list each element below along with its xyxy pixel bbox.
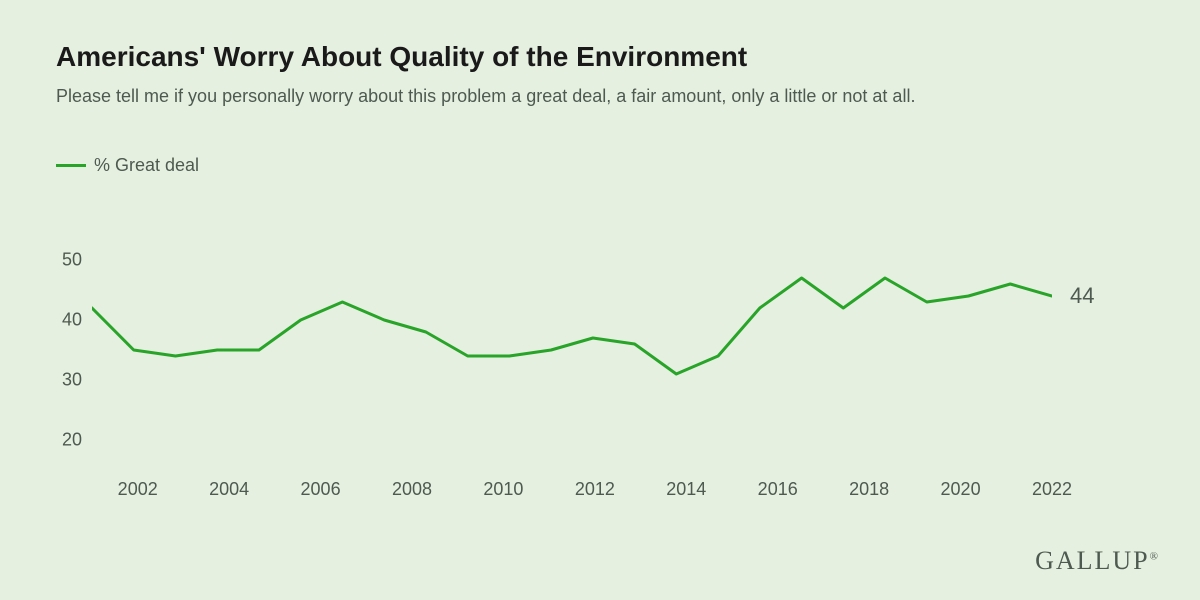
x-axis-tick: 2004: [209, 479, 249, 500]
x-axis-tick: 2016: [758, 479, 798, 500]
x-axis-tick: 2014: [666, 479, 706, 500]
y-axis-tick: 20: [56, 430, 82, 451]
chart-title: Americans' Worry About Quality of the En…: [56, 40, 1144, 74]
brand-reg: ®: [1150, 550, 1160, 562]
y-axis-tick: 30: [56, 370, 82, 391]
legend-label: % Great deal: [94, 155, 199, 176]
brand-text: GALLUP: [1035, 546, 1150, 575]
brand-logo: GALLUP®: [1035, 546, 1160, 576]
x-axis-tick: 2020: [941, 479, 981, 500]
chart-container: Americans' Worry About Quality of the En…: [0, 0, 1200, 600]
line-chart-svg: [92, 230, 1052, 470]
series-line: [92, 278, 1052, 374]
y-axis-tick: 50: [56, 250, 82, 271]
x-axis-tick: 2012: [575, 479, 615, 500]
y-axis-tick: 40: [56, 310, 82, 331]
x-axis-tick: 2006: [301, 479, 341, 500]
chart-subtitle: Please tell me if you personally worry a…: [56, 84, 1144, 109]
plot-area: 44 2030405020022004200620082010201220142…: [56, 230, 1096, 470]
series-end-label: 44: [1070, 283, 1094, 309]
x-axis-tick: 2010: [483, 479, 523, 500]
chart-legend: % Great deal: [56, 155, 1144, 176]
x-axis-tick: 2008: [392, 479, 432, 500]
x-axis-tick: 2002: [118, 479, 158, 500]
legend-swatch: [56, 164, 86, 167]
x-axis-tick: 2022: [1032, 479, 1072, 500]
x-axis-tick: 2018: [849, 479, 889, 500]
